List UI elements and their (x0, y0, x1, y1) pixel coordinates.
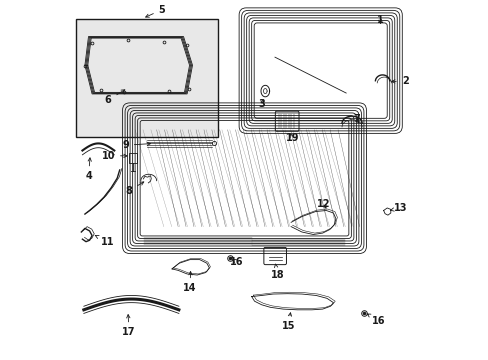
Text: 8: 8 (125, 182, 143, 196)
Text: 4: 4 (85, 158, 92, 181)
Text: 2: 2 (391, 76, 407, 86)
Text: 18: 18 (270, 264, 284, 280)
Text: 16: 16 (229, 257, 243, 267)
Text: 3: 3 (258, 99, 264, 109)
Text: 10: 10 (102, 150, 127, 161)
Text: 19: 19 (285, 133, 299, 143)
Text: 9: 9 (122, 140, 150, 150)
Text: 12: 12 (317, 199, 330, 210)
Text: 1: 1 (376, 15, 383, 26)
Bar (76, 19, 217, 137)
Text: 5: 5 (145, 5, 165, 17)
Text: 7: 7 (352, 114, 359, 124)
Text: 11: 11 (95, 235, 114, 247)
Text: 15: 15 (281, 313, 294, 331)
Text: 6: 6 (104, 90, 124, 105)
Text: 16: 16 (366, 314, 384, 325)
Bar (129, 153, 137, 163)
Text: 13: 13 (390, 203, 407, 213)
Text: 17: 17 (122, 315, 136, 337)
Text: 14: 14 (183, 271, 196, 293)
